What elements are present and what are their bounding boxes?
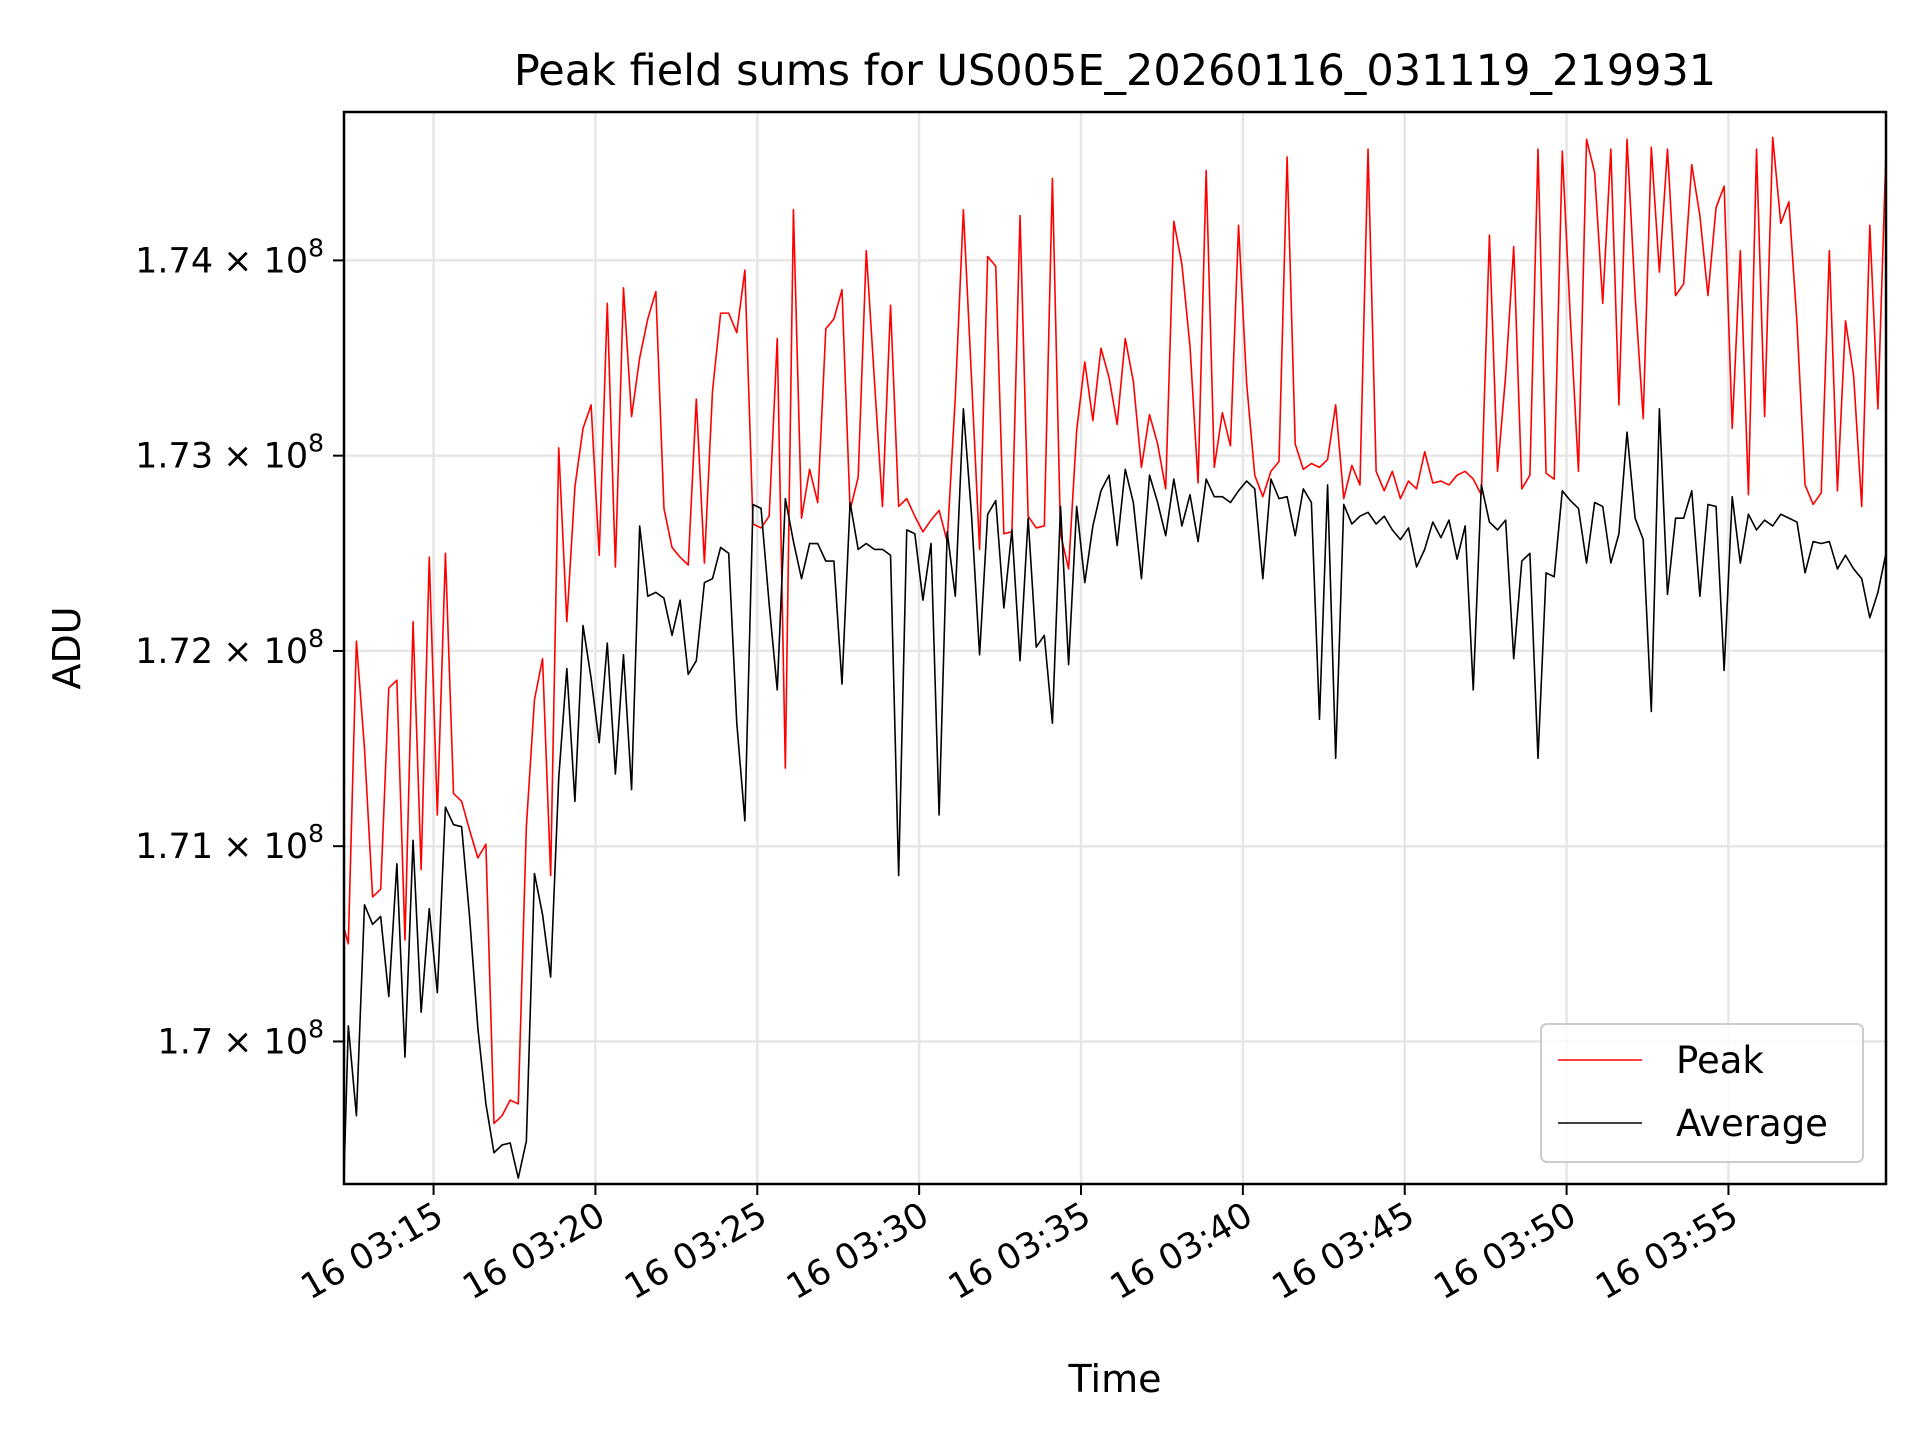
x-axis-label: Time — [1068, 1357, 1162, 1401]
plot-frame — [342, 110, 1888, 1186]
legend-peak-label: Peak — [1676, 1039, 1764, 1082]
chart-title: Peak field sums for US005E_20260116_0311… — [514, 46, 1716, 96]
y-tick-exponent: 8 — [308, 624, 324, 653]
y-tick-exponent: 8 — [308, 233, 324, 262]
y-tick-exponent: 8 — [308, 819, 324, 848]
y-axis-label: ADU — [45, 606, 89, 689]
y-tick-label: 1.74 × 108 — [135, 233, 324, 281]
y-tick-mantissa: 1.73 — [135, 437, 213, 477]
y-tick-multiplier: × 10 — [223, 1022, 308, 1062]
series-line-peak — [344, 136, 1886, 1125]
legend-average-label: Average — [1676, 1102, 1828, 1145]
y-tick-label: 1.7 × 108 — [157, 1014, 324, 1062]
y-tick-multiplier: × 10 — [223, 437, 308, 477]
y-tick-mantissa: 1.71 — [135, 827, 213, 867]
y-tick-exponent: 8 — [308, 1014, 324, 1043]
y-tick-multiplier: × 10 — [223, 241, 308, 281]
plot-series — [344, 136, 1886, 1179]
y-tick-multiplier: × 10 — [223, 632, 308, 672]
y-tick-label: 1.73 × 108 — [135, 429, 324, 477]
legend: Peak Average — [1540, 1023, 1864, 1163]
y-tick-label: 1.71 × 108 — [135, 819, 324, 867]
series-line-average — [344, 407, 1886, 1179]
y-tick-multiplier: × 10 — [223, 827, 308, 867]
y-tick-mantissa: 1.7 — [157, 1022, 213, 1062]
y-tick-label: 1.72 × 108 — [135, 624, 324, 672]
y-tick-mantissa: 1.74 — [135, 241, 213, 281]
y-tick-mantissa: 1.72 — [135, 632, 213, 672]
y-tick-exponent: 8 — [308, 429, 324, 458]
legend-box — [1540, 1023, 1864, 1163]
